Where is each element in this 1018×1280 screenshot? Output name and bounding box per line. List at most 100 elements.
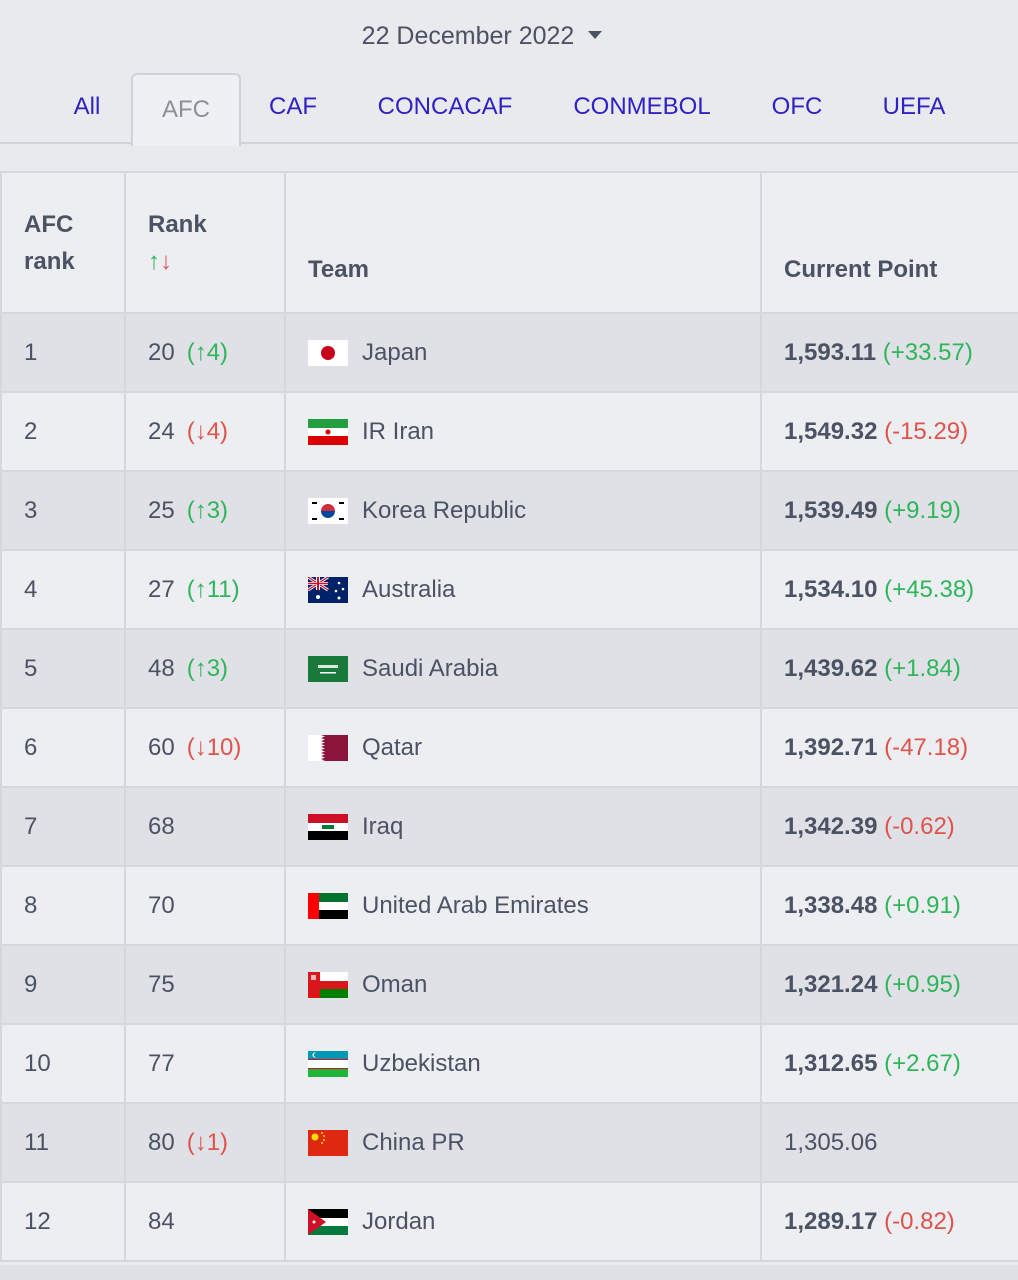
afc-rank-cell: 10 (0, 1023, 126, 1104)
rank-value: 70 (148, 891, 175, 919)
tab-concacaf[interactable]: CONCACAF (377, 93, 513, 120)
points-value: 1,342.39 (784, 812, 878, 840)
team-name[interactable]: Qatar (362, 733, 423, 761)
uae-flag-icon (308, 893, 348, 920)
points-cell: 1,593.11 (+33.57) (760, 312, 1018, 393)
points-cell: 1,534.10 (+45.38) (760, 549, 1018, 630)
team-name[interactable]: Australia (362, 575, 456, 603)
team-cell[interactable]: IR Iran (284, 391, 762, 472)
points-change: (-0.82) (884, 1207, 955, 1235)
header-rank[interactable]: Rank ↑↓ (124, 171, 286, 314)
rank-value: 84 (148, 1207, 175, 1235)
points-cell: 1,312.65 (+2.67) (760, 1023, 1018, 1104)
rank-cell: 48 (↑3) (124, 628, 286, 709)
points-cell: 1,439.62 (+1.84) (760, 628, 1018, 709)
tab-conmebol[interactable]: CONMEBOL (573, 93, 711, 120)
points-change: (-15.29) (884, 417, 969, 445)
team-cell[interactable]: Australia (284, 549, 762, 630)
table-row[interactable]: 2 24 (↓4) IR Iran 1,549.32 (-15.29) (0, 391, 1018, 472)
table-row[interactable]: 6 60 (↓10) Qatar 1,392.71 (-47.18) (0, 707, 1018, 788)
rank-value: 27 (148, 575, 175, 603)
table-row[interactable]: 12 84 Jordan 1,289.17 (-0.82) (0, 1181, 1018, 1262)
afc-rank-cell: 3 (0, 470, 126, 551)
ranking-table: AFC rank Rank ↑↓ Team Current Point 1 20 (… (0, 171, 1018, 1262)
team-cell[interactable]: Saudi Arabia (284, 628, 762, 709)
afc-rank-cell: 4 (0, 549, 126, 630)
rank-cell: 84 (124, 1181, 286, 1262)
table-row[interactable]: 5 48 (↑3) Saudi Arabia 1,439.62 (+1.84) (0, 628, 1018, 709)
tab-caf[interactable]: CAF (269, 93, 317, 120)
rank-change: (↑11) (186, 575, 240, 603)
rank-cell: 27 (↑11) (124, 549, 286, 630)
team-cell[interactable]: China PR (284, 1102, 762, 1183)
team-name[interactable]: Oman (362, 970, 428, 998)
team-cell[interactable]: Jordan (284, 1181, 762, 1262)
team-cell[interactable]: Uzbekistan (284, 1023, 762, 1104)
team-name[interactable]: China PR (362, 1128, 465, 1156)
team-name[interactable]: Jordan (362, 1207, 436, 1235)
points-change: (+9.19) (884, 496, 961, 524)
tab-ofc[interactable]: OFC (771, 93, 823, 120)
rank-value: 80 (148, 1128, 175, 1156)
table-row[interactable]: 8 70 United Arab Emirates 1,338.48 (+0.91) (0, 865, 1018, 946)
points-change: (+0.91) (884, 891, 961, 919)
afc-rank-cell: 7 (0, 786, 126, 867)
table-row[interactable]: 3 25 (↑3) Korea Republic 1,539.49 (+9.19) (0, 470, 1018, 551)
points-cell: 1,549.32 (-15.29) (760, 391, 1018, 472)
afc-rank-cell: 8 (0, 865, 126, 946)
tab-afc[interactable]: AFC (131, 73, 241, 146)
points-value: 1,289.17 (784, 1207, 878, 1235)
rank-value: 68 (148, 812, 175, 840)
team-cell[interactable]: United Arab Emirates (284, 865, 762, 946)
jordan-flag-icon (308, 1209, 348, 1236)
table-footer (0, 1265, 1018, 1280)
team-cell[interactable]: Japan (284, 312, 762, 393)
rank-change: (↓4) (186, 417, 229, 445)
rank-change: (↓1) (186, 1128, 229, 1156)
points-change: (+33.57) (882, 338, 973, 366)
points-value: 1,305.06 (784, 1128, 878, 1156)
points-cell: 1,392.71 (-47.18) (760, 707, 1018, 788)
team-cell[interactable]: Oman (284, 944, 762, 1025)
points-value: 1,321.24 (784, 970, 878, 998)
table-row[interactable]: 11 80 (↓1) China PR 1,305.06 (0, 1102, 1018, 1183)
team-cell[interactable]: Iraq (284, 786, 762, 867)
team-name[interactable]: Iraq (362, 812, 404, 840)
table-row[interactable]: 7 68 Iraq 1,342.39 (-0.62) (0, 786, 1018, 867)
team-name[interactable]: IR Iran (362, 417, 435, 445)
points-cell: 1,539.49 (+9.19) (760, 470, 1018, 551)
team-name[interactable]: Saudi Arabia (362, 654, 499, 682)
team-cell[interactable]: Qatar (284, 707, 762, 788)
japan-flag-icon (308, 340, 348, 367)
team-name[interactable]: Uzbekistan (362, 1049, 481, 1077)
rank-cell: 77 (124, 1023, 286, 1104)
table-row[interactable]: 1 20 (↑4) Japan 1,593.11 (+33.57) (0, 312, 1018, 393)
points-change: (-47.18) (884, 733, 969, 761)
caret-down-icon (588, 31, 603, 39)
points-cell: 1,338.48 (+0.91) (760, 865, 1018, 946)
date-picker[interactable]: 22 December 2022 (0, 22, 964, 51)
table-row[interactable]: 4 27 (↑11) Australia 1,534.10 (+45.38) (0, 549, 1018, 630)
sort-up-icon[interactable]: ↑ (148, 247, 160, 275)
team-name[interactable]: Korea Republic (362, 496, 527, 524)
rank-change: (↑3) (186, 496, 229, 524)
afc-rank-cell: 5 (0, 628, 126, 709)
afc-rank-cell: 6 (0, 707, 126, 788)
afc-rank-cell: 2 (0, 391, 126, 472)
qatar-flag-icon (308, 735, 348, 762)
rank-value: 75 (148, 970, 175, 998)
table-row[interactable]: 9 75 Oman 1,321.24 (+0.95) (0, 944, 1018, 1025)
tab-all[interactable]: All (73, 93, 101, 120)
team-name[interactable]: United Arab Emirates (362, 891, 589, 919)
confederation-tabs: All AFC CAF CONCACAF CONMEBOL OFC UEFA (0, 72, 1018, 146)
rank-cell: 80 (↓1) (124, 1102, 286, 1183)
sort-down-icon[interactable]: ↓ (160, 247, 172, 275)
tab-uefa[interactable]: UEFA (882, 93, 946, 120)
iran-flag-icon (308, 419, 348, 446)
points-change: (-0.62) (884, 812, 955, 840)
team-name[interactable]: Japan (362, 338, 428, 366)
saudi-arabia-flag-icon (308, 656, 348, 683)
header-afc-rank[interactable]: AFC rank (0, 171, 126, 314)
table-row[interactable]: 10 77 Uzbekistan 1,312.65 (+2.67) (0, 1023, 1018, 1104)
team-cell[interactable]: Korea Republic (284, 470, 762, 551)
